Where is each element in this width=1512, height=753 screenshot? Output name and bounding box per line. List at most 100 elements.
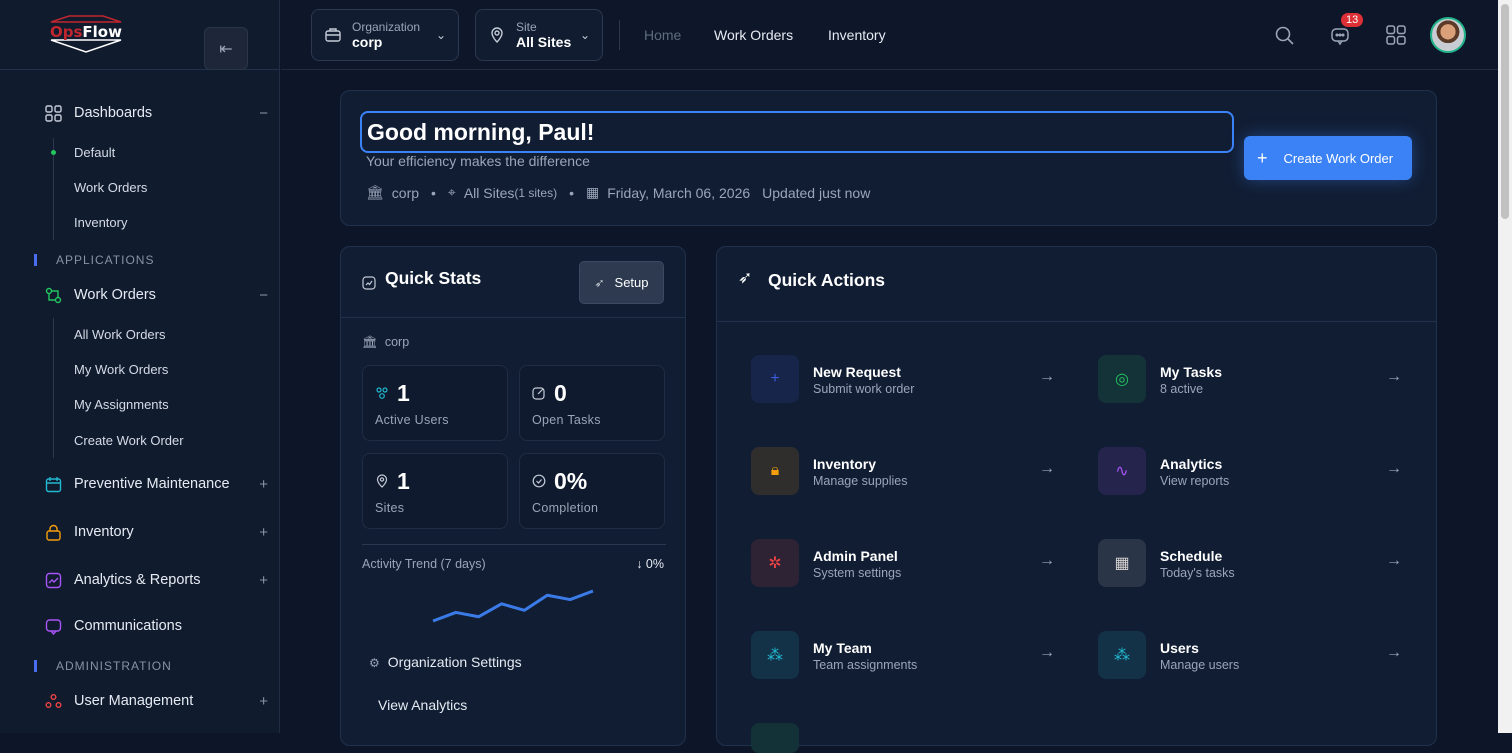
quick-action-subtitle: Manage supplies xyxy=(813,474,908,488)
quick-action-schedule[interactable]: ▦ Schedule Today's tasks → xyxy=(1098,539,1418,589)
quick-action-users[interactable]: ⁂ Users Manage users → xyxy=(1098,631,1418,681)
org-name: corp xyxy=(385,335,409,349)
expand-toggle[interactable]: + xyxy=(259,476,268,493)
quick-action-subtitle: Today's tasks xyxy=(1160,566,1235,580)
chart-icon xyxy=(362,276,376,290)
chat-icon xyxy=(44,617,62,635)
sidebar-item-dashboards[interactable]: Dashboards − xyxy=(44,104,270,122)
site-value: All Sites xyxy=(516,34,571,50)
org-name: corp xyxy=(392,185,419,201)
rocket-icon: ➶ xyxy=(738,268,752,288)
setup-button[interactable]: ➶Setup xyxy=(579,261,664,304)
new-request-icon: + xyxy=(751,355,799,403)
greeting-heading[interactable]: Good morning, Paul! xyxy=(360,111,1234,153)
users-icon xyxy=(44,692,62,710)
collapse-toggle[interactable]: − xyxy=(259,105,268,122)
sidebar-subitem-create-work-order[interactable]: Create Work Order xyxy=(74,433,184,448)
welcome-subtitle: Your efficiency makes the difference xyxy=(366,153,590,169)
svg-text:OpsFlow: OpsFlow xyxy=(50,23,122,41)
arrow-right-icon: → xyxy=(1039,552,1055,570)
quick-action-analytics[interactable]: ∿ Analytics View reports → xyxy=(1098,447,1418,497)
quick-action-my-team[interactable]: ⁂ My Team Team assignments → xyxy=(751,631,1071,681)
expand-toggle[interactable]: + xyxy=(259,524,268,541)
organization-settings-link[interactable]: ⚙ Organization Settings xyxy=(369,654,522,670)
my-team-icon: ⁂ xyxy=(751,631,799,679)
sidebar-subitem-my-assignments[interactable]: My Assignments xyxy=(74,397,169,412)
sidebar-subitem-my-work-orders[interactable]: My Work Orders xyxy=(74,362,168,377)
nav-home[interactable]: Home xyxy=(644,27,681,43)
quick-action-title: Analytics xyxy=(1160,456,1222,472)
arrow-right-icon: → xyxy=(1039,368,1055,386)
sidebar-item-user-management[interactable]: User Management + xyxy=(44,692,270,710)
sidebar-item-preventive-maintenance[interactable]: Preventive Maintenance + xyxy=(44,475,270,493)
expand-toggle[interactable]: + xyxy=(259,572,268,589)
gear-icon: ⚙ xyxy=(369,656,380,670)
sidebar-item-communications[interactable]: Communications xyxy=(44,617,270,635)
sidebar-subitem-inventory[interactable]: Inventory xyxy=(74,215,127,230)
sidebar-subitem-all-work-orders[interactable]: All Work Orders xyxy=(74,327,166,342)
sidebar-item-inventory[interactable]: Inventory + xyxy=(44,523,270,541)
nav-inventory[interactable]: Inventory xyxy=(828,27,886,43)
stat-label: Active Users xyxy=(375,413,449,427)
create-work-order-button[interactable]: +Create Work Order xyxy=(1244,136,1412,180)
briefcase-icon xyxy=(324,26,342,44)
sidebar-item-label: User Management xyxy=(74,693,193,709)
expand-toggle[interactable]: + xyxy=(259,693,268,710)
user-avatar[interactable] xyxy=(1430,17,1466,53)
sidebar-subitem-work-orders[interactable]: Work Orders xyxy=(74,180,147,195)
active-dot xyxy=(51,150,56,155)
arrow-right-icon: → xyxy=(1386,644,1402,662)
bank-icon: 🏛 xyxy=(362,335,378,349)
quick-action-subtitle: Manage users xyxy=(1160,658,1239,672)
activity-trend-chart xyxy=(429,585,597,625)
stat-value: 1 xyxy=(397,380,410,407)
apps-grid-icon[interactable] xyxy=(1386,25,1406,45)
updated-status: Updated just now xyxy=(762,185,870,201)
quick-actions-header: ➶ Quick Actions xyxy=(717,247,1436,322)
search-icon[interactable] xyxy=(1275,26,1294,45)
quick-action-my-tasks[interactable]: ◎ My Tasks 8 active → xyxy=(1098,355,1418,405)
plus-icon: + xyxy=(1257,148,1268,169)
quick-action-new-request[interactable]: + New Request Submit work order → xyxy=(751,355,1071,405)
organization-value: corp xyxy=(352,34,420,50)
collapse-sidebar-button[interactable]: ⇤ xyxy=(204,27,248,70)
site-label: Site xyxy=(516,20,571,34)
quick-action-admin-panel[interactable]: ✲ Admin Panel System settings → xyxy=(751,539,1071,589)
stat-label: Sites xyxy=(375,501,404,515)
sidebar-item-label: Communications xyxy=(74,618,182,634)
sidebar-item-work-orders[interactable]: Work Orders − xyxy=(44,286,270,304)
quick-action-subtitle: 8 active xyxy=(1160,382,1203,396)
quick-action-inventory[interactable]: 🔒︎ Inventory Manage supplies → xyxy=(751,447,1071,497)
schedule-icon: ▦ xyxy=(1098,539,1146,587)
quick-action-title: Schedule xyxy=(1160,548,1222,564)
sidebar-item-label: Dashboards xyxy=(74,105,152,121)
stat-value: 0 xyxy=(554,380,567,407)
trend-line xyxy=(433,591,593,621)
sidebar-item-label: Work Orders xyxy=(74,287,156,303)
page-scrollbar[interactable] xyxy=(1498,0,1512,733)
sidebar-item-label: Preventive Maintenance xyxy=(74,476,230,492)
chevron-down-icon: ⌄ xyxy=(436,28,446,42)
calendar-icon xyxy=(44,475,62,493)
welcome-meta: 🏛corp • ⌖All Sites(1 sites) • ▦Friday, M… xyxy=(366,184,870,201)
sidebar-item-analytics[interactable]: Analytics & Reports + xyxy=(44,571,270,589)
scrollbar-thumb[interactable] xyxy=(1501,4,1509,219)
collapse-toggle[interactable]: − xyxy=(259,287,268,304)
view-analytics-link[interactable]: View Analytics xyxy=(378,697,467,713)
quick-actions-card: ➶ Quick Actions + New Request Submit wor… xyxy=(716,246,1437,746)
sidebar-subitem-default[interactable]: Default xyxy=(74,145,115,160)
arrow-right-icon: → xyxy=(1039,460,1055,478)
link-label: Organization Settings xyxy=(388,654,522,670)
sidebar: OpsFlow ⇤ Dashboards − Default Work Orde… xyxy=(0,0,280,733)
nav-work-orders[interactable]: Work Orders xyxy=(714,27,793,43)
quick-stats-title: Quick Stats xyxy=(385,268,481,289)
admin-panel-icon: ✲ xyxy=(751,539,799,587)
users-icon: ⁂ xyxy=(1098,631,1146,679)
chat-notifications-icon[interactable] xyxy=(1330,26,1350,46)
stat-label: Completion xyxy=(532,501,598,515)
stat-completion: 0%Completion xyxy=(519,453,665,529)
